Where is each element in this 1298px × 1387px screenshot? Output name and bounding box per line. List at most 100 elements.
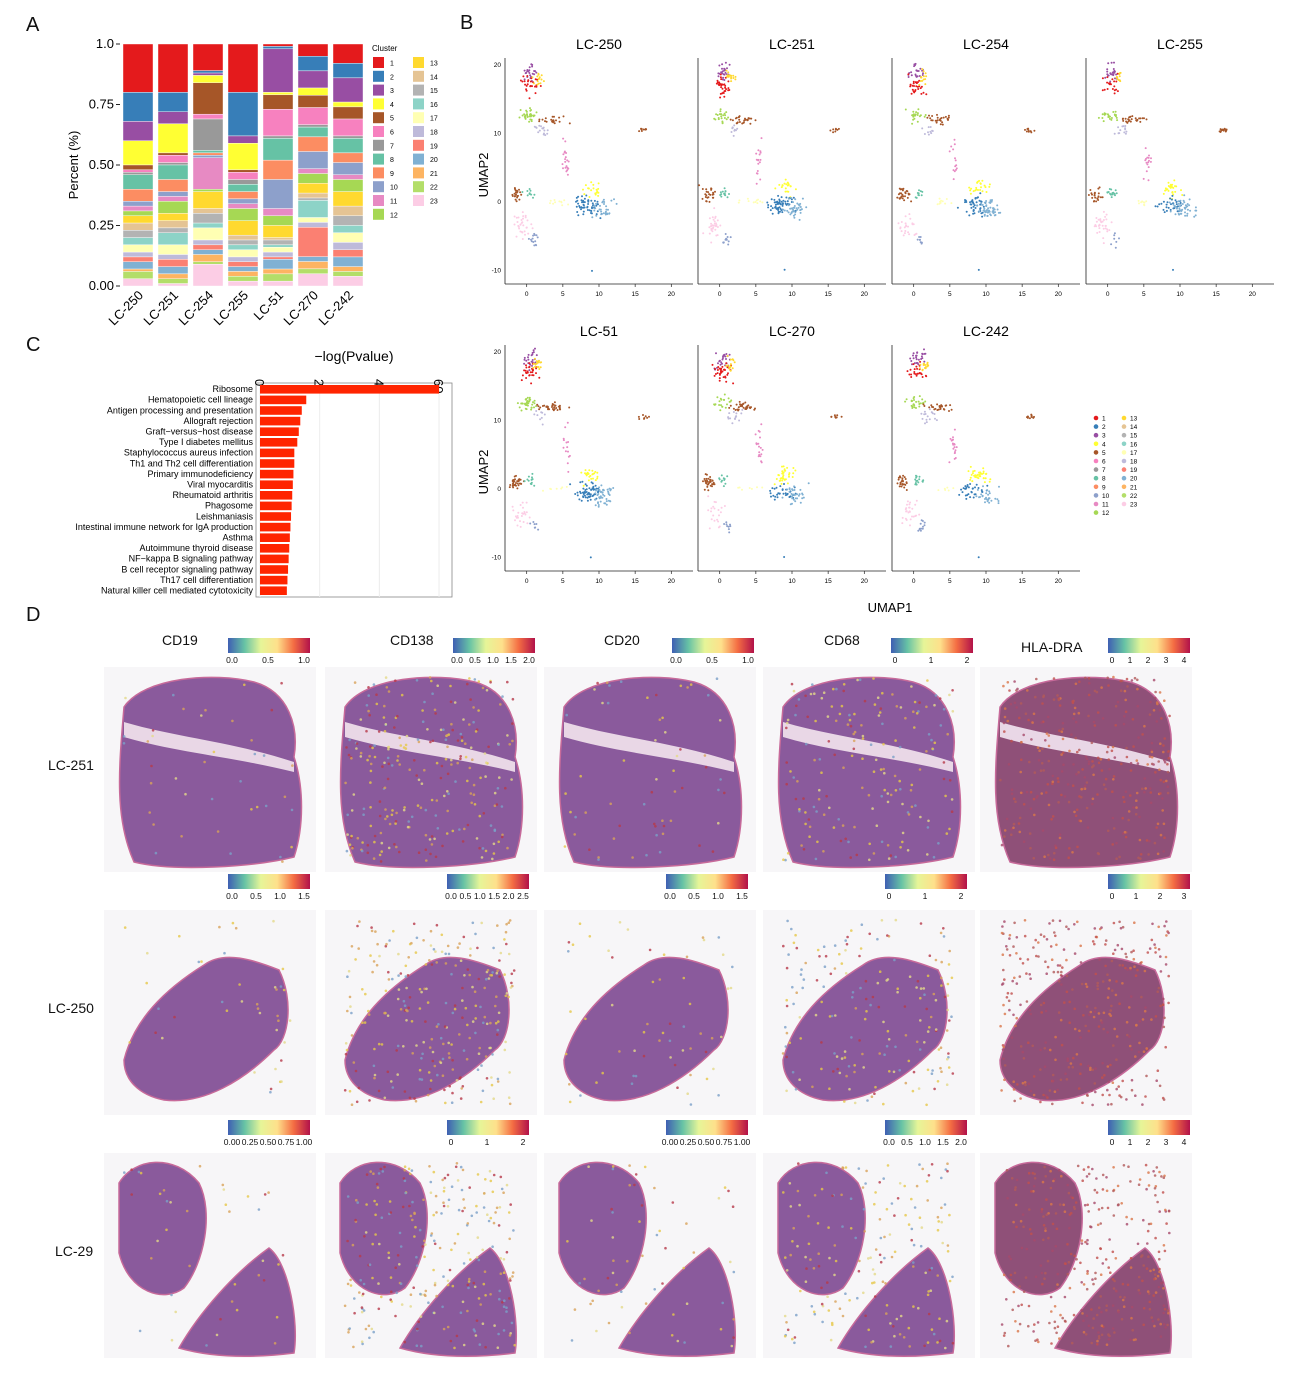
expression-spot: [240, 1000, 244, 1003]
umap-point: [978, 475, 981, 478]
expression-spot: [1107, 1080, 1110, 1084]
expression-spot: [369, 1170, 372, 1173]
expression-spot: [443, 1186, 446, 1190]
expression-spot: [282, 988, 286, 992]
umap-point: [1166, 201, 1169, 204]
expression-spot: [1065, 1078, 1069, 1081]
umap-point: [528, 396, 531, 399]
umap-point: [744, 401, 747, 404]
expression-spot: [433, 708, 437, 712]
y-tick-label: 1.0: [96, 36, 114, 51]
umap-point: [771, 212, 774, 215]
expression-spot: [840, 1057, 844, 1060]
umap-point: [796, 497, 799, 500]
umap-point: [1113, 89, 1116, 92]
expression-spot: [466, 682, 469, 686]
umap-point: [1114, 246, 1117, 249]
umap-point: [788, 472, 791, 475]
expression-spot: [366, 758, 369, 762]
umap-point: [588, 469, 591, 472]
expression-spot: [504, 786, 507, 790]
x-tick-label: LC-250: [105, 288, 146, 329]
umap-point: [533, 523, 536, 526]
expression-spot: [1129, 761, 1133, 765]
umap-point: [598, 488, 601, 491]
umap-point: [1177, 202, 1180, 205]
bar-segment: [192, 157, 224, 190]
umap-point: [912, 354, 914, 357]
expression-spot: [1032, 856, 1036, 860]
umap-point: [1145, 200, 1148, 203]
umap-point: [980, 493, 983, 496]
umap-point: [1115, 192, 1118, 195]
expression-spot: [1067, 800, 1071, 804]
umap-point: [580, 199, 583, 202]
expression-spot: [261, 1259, 265, 1263]
expression-spot: [504, 930, 508, 934]
umap-point: [917, 88, 920, 90]
expression-spot: [367, 694, 370, 697]
expression-spot: [655, 778, 658, 781]
pathway-bar: [260, 512, 292, 521]
plot-frame: [255, 382, 453, 598]
expression-spot: [220, 1000, 224, 1004]
expression-spot: [885, 1044, 889, 1048]
umap-point: [610, 199, 613, 202]
umap-point: [1177, 212, 1180, 215]
legend-dot: [1121, 493, 1127, 498]
expression-spot: [634, 1074, 638, 1078]
umap-point: [1169, 210, 1172, 213]
expression-spot: [446, 809, 449, 813]
umap-point: [719, 108, 722, 111]
expression-spot: [1040, 1011, 1043, 1014]
expression-spot: [152, 823, 155, 826]
expression-spot: [1019, 702, 1023, 705]
umap-point: [607, 499, 610, 502]
umap-point: [992, 209, 995, 212]
umap-point: [602, 198, 605, 201]
umap-point: [1221, 129, 1224, 131]
umap-point: [583, 206, 586, 209]
expression-spot: [1148, 839, 1151, 843]
umap-point: [910, 404, 913, 407]
expression-spot: [384, 808, 387, 811]
tissue-section: [999, 956, 1165, 1102]
bar-segment: [122, 251, 154, 258]
x-tick-label: 20: [668, 291, 676, 298]
expression-spot: [439, 1061, 443, 1065]
umap-point: [914, 478, 917, 481]
colorbar-tick-label: 1: [1133, 891, 1139, 901]
umap-point: [597, 187, 600, 190]
expression-spot: [281, 1253, 285, 1257]
legend-label: 10: [390, 185, 398, 192]
umap-point: [525, 364, 527, 367]
bar-segment: [262, 215, 294, 226]
expression-spot: [881, 722, 884, 726]
umap-point: [921, 353, 924, 356]
umap-point: [589, 498, 592, 501]
umap-point: [567, 160, 570, 163]
umap-point: [589, 493, 592, 496]
umap-point: [801, 197, 804, 200]
legend-dot: [1121, 415, 1127, 421]
bar-segment: [332, 118, 364, 137]
expression-spot: [717, 936, 721, 939]
umap-point: [917, 363, 920, 366]
expression-spot: [408, 1096, 412, 1100]
umap-point: [978, 179, 981, 182]
expression-spot: [607, 949, 610, 952]
expression-spot: [887, 1038, 891, 1041]
umap-point: [834, 130, 837, 133]
expression-spot: [651, 980, 655, 984]
expression-spot: [1051, 1079, 1055, 1083]
umap-point: [535, 354, 538, 357]
umap-point: [799, 211, 802, 214]
expression-spot: [1022, 840, 1026, 843]
umap-point: [519, 478, 522, 481]
expression-spot: [1119, 926, 1123, 930]
expression-spot: [1149, 787, 1152, 790]
expression-spot: [646, 696, 649, 699]
umap-point: [952, 447, 955, 450]
umap-point: [724, 114, 727, 117]
expression-spot: [277, 1263, 280, 1266]
